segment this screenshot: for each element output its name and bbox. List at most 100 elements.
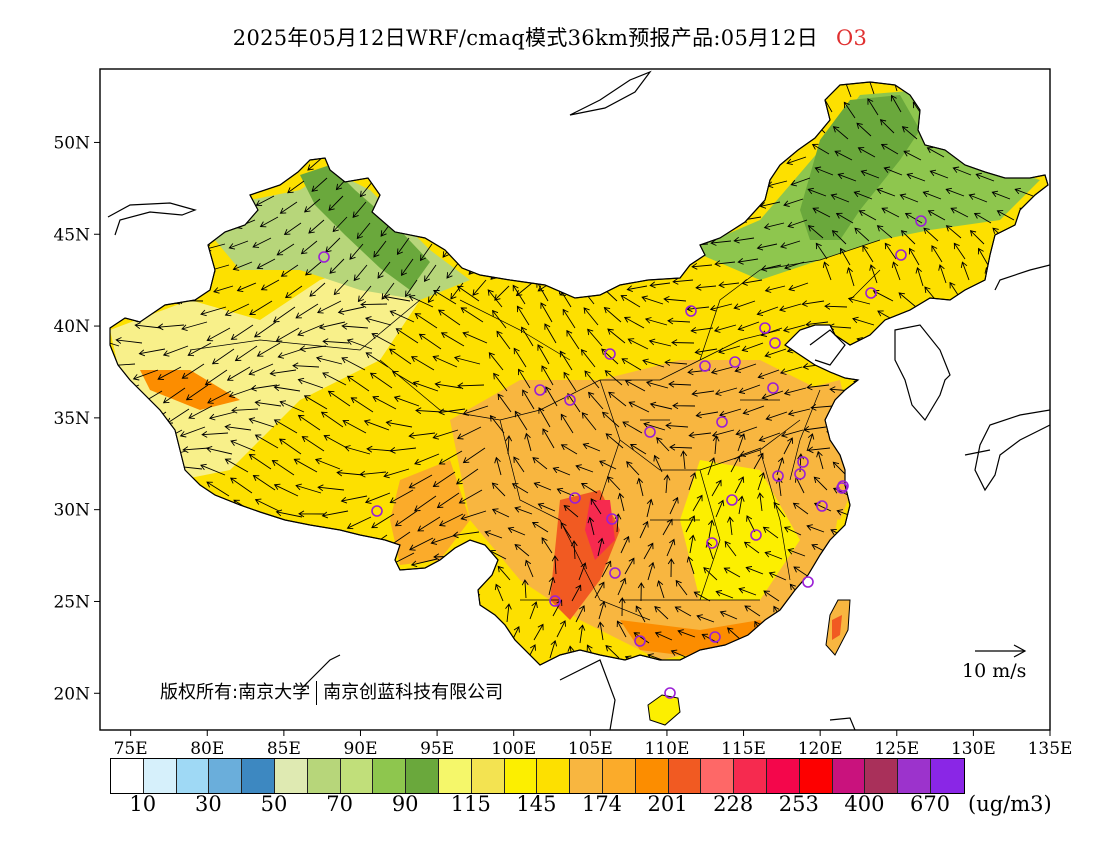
wind-vector-254 xyxy=(283,222,302,236)
wind-vector-678 xyxy=(601,411,620,428)
station-marker-11 xyxy=(769,337,781,349)
wind-vector-450 xyxy=(1017,282,1032,302)
wind-vector-39 xyxy=(1004,82,1013,95)
wind-vector-948 xyxy=(207,573,235,581)
wind-vector-1012 xyxy=(738,587,757,596)
wind-vector-974 xyxy=(819,559,833,575)
wind-vector-321 xyxy=(876,225,893,239)
wind-vector-122 xyxy=(1017,119,1033,134)
wind-vector-1183 xyxy=(906,676,922,685)
wind-vector-789 xyxy=(317,484,345,492)
wind-vector-169 xyxy=(215,180,236,189)
wind-vector-561 xyxy=(734,363,757,373)
wind-vector-854 xyxy=(885,498,901,512)
wind-vector-337 xyxy=(305,261,322,276)
wind-vector-28 xyxy=(738,90,760,97)
wind-vector-528 xyxy=(933,327,948,347)
wind-vector-989 xyxy=(200,598,228,606)
wind-vector-964 xyxy=(601,560,612,578)
wind-vector-141 xyxy=(513,156,531,171)
wind-vector-495 xyxy=(162,345,189,357)
wind-vector-343 xyxy=(446,261,460,279)
wind-vector-1175 xyxy=(734,663,742,665)
wind-vector-762 xyxy=(653,454,663,473)
wind-vector-270 xyxy=(648,218,670,226)
wind-vector-909 xyxy=(249,549,277,556)
wind-vector-603 xyxy=(761,390,784,400)
wind-vector-1076 xyxy=(323,636,351,644)
wind-vector-238 xyxy=(853,190,873,200)
wind-vector-443 xyxy=(847,296,871,305)
wind-vector-70 xyxy=(765,117,787,126)
wind-vector-1059 xyxy=(897,599,907,617)
wind-vector-857 xyxy=(968,492,976,512)
wind-vector-1046 xyxy=(598,600,607,620)
wind-vector-437 xyxy=(709,303,733,312)
wind-vector-963 xyxy=(578,562,587,581)
wind-vector-161 xyxy=(972,150,991,161)
wind-vector-973 xyxy=(793,566,810,578)
wind-vector-503 xyxy=(346,338,373,350)
wind-vector-103 xyxy=(575,135,596,145)
wind-vector-379 xyxy=(333,279,349,296)
wind-vector-84 xyxy=(137,137,159,144)
wind-vector-684 xyxy=(735,426,758,436)
wind-vector-582 xyxy=(273,384,301,392)
wind-vector-375 xyxy=(236,282,257,293)
wind-vector-1078 xyxy=(370,630,397,641)
wind-vector-268 xyxy=(602,216,624,225)
wind-vector-1105 xyxy=(999,632,1018,641)
wind-vector-434 xyxy=(641,295,664,305)
wind-vector-140 xyxy=(492,159,508,175)
wind-vector-276 xyxy=(787,219,808,229)
wind-vector-517 xyxy=(671,339,695,346)
wind-vector-711 xyxy=(414,453,440,466)
wind-vector-965 xyxy=(624,557,635,575)
wind-vector-114 xyxy=(832,126,849,140)
wind-vector-163 xyxy=(1018,143,1037,155)
wind-vector-1177 xyxy=(784,669,793,685)
wind-vector-304 xyxy=(486,243,502,260)
wind-vector-1132 xyxy=(670,649,689,659)
wind-vector-1085 xyxy=(556,620,566,638)
wind-vector-1032 xyxy=(254,615,278,631)
station-marker-24 xyxy=(797,456,809,468)
wind-vector-708 xyxy=(344,445,371,455)
legend-label-10: 253 xyxy=(778,792,819,816)
wind-vector-680 xyxy=(643,421,666,431)
wind-vector-571 xyxy=(974,350,987,371)
wind-vector-2 xyxy=(140,95,162,102)
copyright-divider xyxy=(316,681,318,705)
wind-vector-176 xyxy=(383,177,397,195)
wind-vector-702 xyxy=(205,445,233,455)
wind-vector-284 xyxy=(973,212,992,224)
wind-vector-427 xyxy=(487,289,503,308)
wind-vector-119 xyxy=(948,119,964,134)
wind-vector-3 xyxy=(163,92,185,100)
wind-vector-448 xyxy=(973,287,986,308)
wind-vector-30 xyxy=(785,93,806,103)
wind-vector-460 xyxy=(297,324,323,337)
wind-vector-663 xyxy=(248,417,275,428)
wind-vector-14 xyxy=(425,96,438,115)
wind-vector-474 xyxy=(623,316,645,329)
wind-vector-386 xyxy=(494,285,510,301)
wind-vector-168 xyxy=(191,174,213,182)
wind-vector-930 xyxy=(743,541,760,554)
wind-vector-547 xyxy=(410,356,435,371)
wind-vector-1161 xyxy=(393,663,417,665)
wind-vector-1100 xyxy=(900,618,908,638)
wind-vector-245 xyxy=(1014,187,1034,197)
wind-vector-837 xyxy=(491,508,510,518)
wind-vector-44 xyxy=(167,113,189,121)
wind-vector-535 xyxy=(132,369,159,381)
wind-vector-566 xyxy=(848,359,872,368)
field-zone-orange-west xyxy=(140,370,240,410)
wind-vector-482 xyxy=(805,320,829,328)
wind-vector-300 xyxy=(396,237,410,256)
wind-vector-34 xyxy=(889,82,898,92)
wind-vector-369 xyxy=(110,281,119,288)
wind-vector-65 xyxy=(650,113,672,121)
wind-vector-301 xyxy=(420,243,433,262)
wind-vector-342 xyxy=(424,264,437,283)
